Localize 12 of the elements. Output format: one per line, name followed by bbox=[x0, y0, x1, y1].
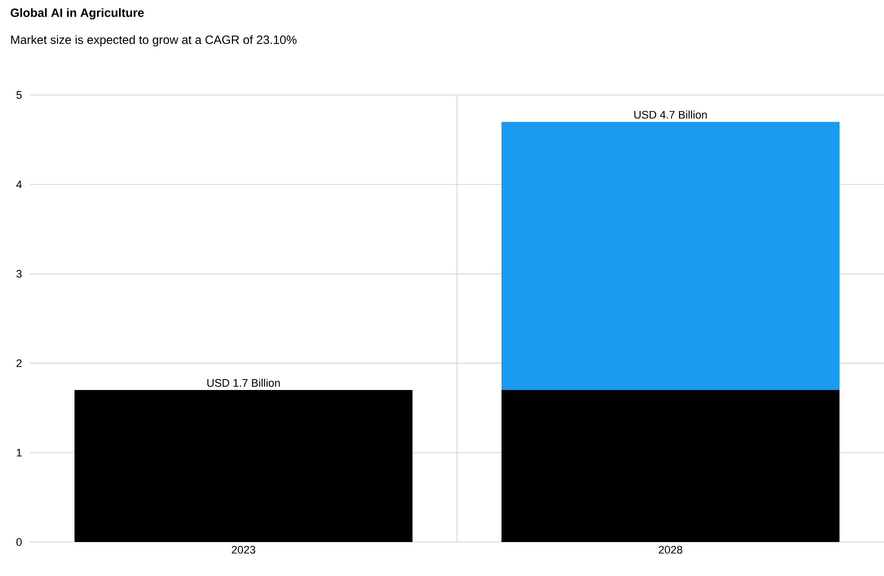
y-tick-label: 3 bbox=[16, 270, 22, 278]
x-tick-label: 2028 bbox=[658, 546, 682, 554]
y-tick-label: 0 bbox=[16, 538, 22, 546]
x-tick-label: 2023 bbox=[232, 546, 256, 554]
y-tick-label: 5 bbox=[16, 91, 22, 99]
chart-title: Global AI in Agriculture bbox=[10, 8, 144, 20]
total-label: USD 1.7 Billion bbox=[207, 378, 280, 387]
y-tick-label: 1 bbox=[16, 448, 22, 456]
y-tick-label: 4 bbox=[16, 180, 22, 188]
total-label: USD 4.7 Billion bbox=[634, 110, 707, 119]
chart-subtitle: Market size is expected to grow at a CAGR of 23.10% bbox=[11, 35, 297, 46]
y-tick-label: 2 bbox=[16, 359, 22, 368]
